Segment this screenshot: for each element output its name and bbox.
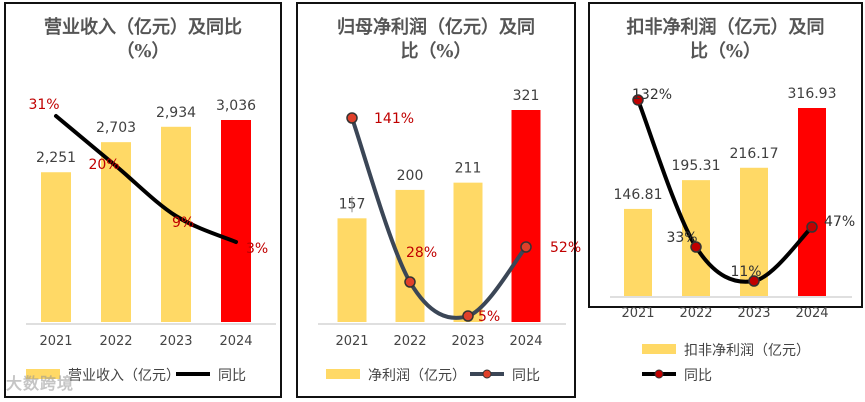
x-tick-label: 2022 [679,306,712,321]
bar-2021 [41,172,71,322]
bar-2021 [337,218,367,322]
yoy-marker [404,276,416,288]
yoy-value-label: 31% [28,97,59,113]
bar-2024 [798,108,826,296]
bar-value-label: 2,251 [36,150,76,166]
chart-panel-revenue: 营业收入（亿元）及同比 （%） 2,251 2,703 2,934 3,036 31% 2… [4,2,282,398]
x-tick-label: 2022 [393,334,426,349]
yoy-line [54,114,238,244]
bar-value-label: 200 [397,168,424,184]
chart-title: 归母净利润（亿元）及同 比（%） [337,17,535,62]
yoy-value-label: 28% [406,245,437,261]
x-tick-label: 2021 [335,334,368,349]
bar-2022 [682,180,710,296]
yoy-value-label: 20% [88,157,119,173]
x-tick-label: 2022 [99,334,132,349]
yoy-marker [690,241,702,253]
bar-2023 [740,167,768,296]
bar-2024 [511,110,541,322]
chart-title: 扣非净利润（亿元）及同 比（%） [626,17,825,62]
x-tick-label: 2021 [621,306,654,321]
legend-label-line: 同比 [512,368,540,384]
bar-value-label: 3,036 [216,98,256,114]
yoy-marker [520,241,532,253]
yoy-marker [806,221,818,233]
yoy-marker [462,310,474,322]
x-tick-label: 2024 [219,334,252,349]
bar-2021 [624,208,652,296]
chart-revenue: 2,251 2,703 2,934 3,036 31% 20% 9% 3% 2021 2022 20… [26,97,276,384]
legend-label-line: 同比 [684,368,712,384]
bar-2024 [221,120,251,322]
yoy-value-label: 52% [550,240,581,256]
yoy-value-label: 141% [374,111,414,127]
bar-value-label: 211 [455,161,482,177]
bar-value-label: 146.81 [614,187,663,203]
x-tick-label: 2021 [39,334,72,349]
chart-panel-deducted-net-profit: 扣非净利润（亿元）及同 比（%） 146.81 195.31 216.17 316.9… [588,2,863,384]
yoy-value-label: 3% [246,241,268,257]
bar-value-label: 216.17 [730,146,779,162]
legend-label-bar: 营业收入（亿元） [68,368,180,384]
legend-swatch-marker [482,369,492,379]
yoy-marker [748,275,760,287]
chart-title: 营业收入（亿元）及同比 （%） [44,17,242,62]
chart-deducted-net-profit: 146.81 195.31 216.17 316.93 132% 33% 11% 47% 202… [610,86,855,384]
legend-swatch-bar [26,369,60,379]
bar-value-label: 2,934 [156,105,196,121]
bar-value-label: 195.31 [672,158,721,174]
yoy-marker [632,94,644,106]
legend-swatch-marker [654,369,664,379]
yoy-line [636,98,814,284]
bar-2023 [453,182,483,322]
bar-2022 [395,189,425,322]
chart-panel-net-profit: 归母净利润（亿元）及同 比（%） 157 200 211 321 141% 28% 5% 52… [296,2,581,398]
bar-value-label: 316.93 [788,86,837,102]
yoy-marker [346,112,358,124]
x-tick-label: 2024 [795,306,828,321]
yoy-value-label: 5% [478,309,500,325]
legend-swatch-bar [642,344,676,354]
x-tick-label: 2023 [737,306,770,321]
x-tick-label: 2023 [159,334,192,349]
yoy-line [350,116,528,320]
yoy-value-label: 11% [730,264,761,280]
x-tick-label: 2024 [509,334,542,349]
yoy-value-label: 33% [666,230,697,246]
bar-value-label: 321 [513,88,540,104]
yoy-value-label: 132% [632,87,672,103]
legend-label-bar: 净利润（亿元） [368,368,466,384]
bar-value-label: 2,703 [96,120,136,136]
watermark: 大数跨境 [6,374,75,393]
bar-2023 [161,126,191,322]
legend-swatch-bar [326,369,360,379]
x-tick-label: 2023 [451,334,484,349]
legend-label-line: 同比 [218,368,246,384]
yoy-value-label: 47% [824,214,855,230]
legend-label-bar: 扣非净利润（亿元） [684,343,810,359]
yoy-value-label: 9% [172,215,194,231]
